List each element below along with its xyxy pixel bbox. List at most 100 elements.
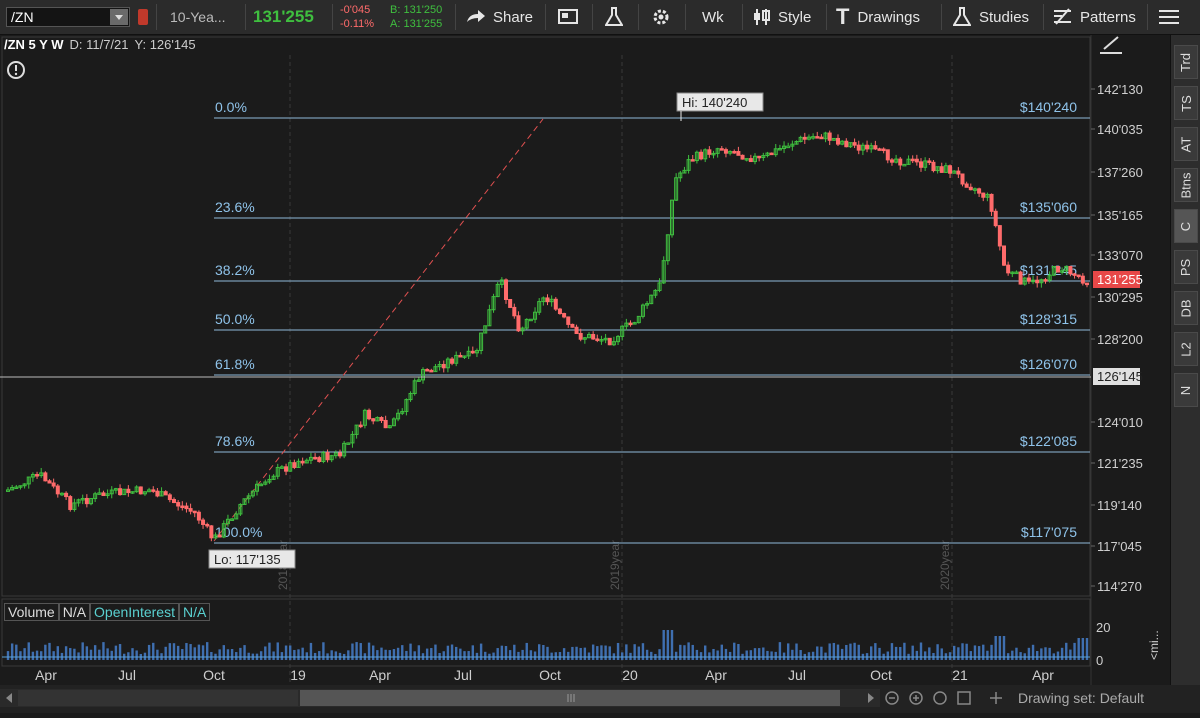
flask-button[interactable] [605,0,623,34]
volume-bar [276,642,279,660]
zoom-fit-icon[interactable] [933,691,947,705]
side-tab-label: Trd [1178,52,1194,72]
symbol-link-icon[interactable] [138,9,148,25]
price-chart[interactable]: 2018year2019year2020year 0.0%$140'24023.… [0,35,1170,685]
oi-label[interactable]: OpenInterest [90,603,179,621]
volume-bar [596,646,599,660]
scroll-left-icon[interactable] [6,693,12,703]
symbol-input[interactable]: /ZN [6,7,130,27]
candle-body [238,503,243,515]
patterns-icon [1054,8,1071,25]
zoom-in-icon[interactable] [909,691,923,705]
volume-bar [1081,638,1085,660]
side-tab-at[interactable]: AT [1174,127,1198,161]
zoom-out-icon[interactable] [885,691,899,705]
news-button[interactable] [558,0,580,34]
candle-body [914,158,919,163]
candle-body [670,199,674,236]
candle-body [744,158,749,161]
candle-body [26,476,31,485]
volume-bar [662,630,665,660]
candle-body [740,154,745,160]
candle-body [902,163,907,167]
candle-body [433,366,438,373]
side-tab-btns[interactable]: Btns [1174,168,1198,202]
price-tick: 137'260 [1097,165,1143,180]
side-tab-ts[interactable]: TS [1174,86,1198,120]
volume-bar [641,643,645,660]
chart-area[interactable]: 2018year2019year2020year 0.0%$140'24023.… [0,35,1170,685]
side-tab-c[interactable]: C [1174,209,1198,243]
volume-bar [280,652,284,660]
volume-bar [455,646,458,660]
crosshair-tool-icon[interactable] [1100,36,1122,54]
candle-body [470,350,475,354]
candle-body [889,159,894,163]
style-label: Style [778,8,812,26]
volume-bar [500,645,504,660]
alert-icon[interactable] [7,61,25,79]
volume-bar [853,642,856,660]
candle-body [113,488,118,491]
candle-body [437,363,442,368]
side-tab-label: L2 [1178,341,1194,357]
volume-label[interactable]: Volume [4,603,59,621]
drawing-set-label[interactable]: Drawing set: Default [1018,690,1145,706]
volume-bar [355,642,358,660]
side-tab-trd[interactable]: Trd [1174,45,1198,79]
volume-bar [799,650,802,660]
candle-body [1051,265,1056,276]
reset-zoom-icon[interactable] [957,691,971,705]
side-tab-ps[interactable]: PS [1174,250,1198,284]
candle-body [217,534,222,538]
scrollbar-thumb[interactable] [300,690,840,706]
patterns-button[interactable]: Patterns [1053,0,1136,34]
time-tick: Jul [454,667,472,683]
period-button[interactable]: Wk [702,0,724,34]
pan-icon[interactable] [990,692,1002,704]
fib-trend-line[interactable] [213,118,544,542]
share-button[interactable]: Share [465,0,533,34]
scroll-right-icon[interactable] [868,693,874,703]
volume-bar [894,646,898,660]
style-button[interactable]: Style [752,0,811,34]
candle-body [97,492,102,495]
side-tab-db[interactable]: DB [1174,291,1198,325]
candle-body [707,149,712,155]
volume-bar [757,648,761,660]
side-tab-label: TS [1178,94,1194,112]
volume-bar [562,648,566,660]
drawings-button[interactable]: T Drawings [836,0,920,34]
scrollbar-track[interactable] [18,690,298,706]
side-tab-n[interactable]: N [1174,373,1198,407]
candle-body [275,466,280,477]
candle-body [860,144,865,151]
volume-bar [504,646,508,660]
menu-button[interactable] [1158,0,1180,34]
time-tick: Apr [35,667,57,683]
volume-bar [64,646,68,660]
candle-body [371,418,376,422]
candle-body [570,323,575,328]
volume-bar [645,649,649,660]
share-icon [467,10,485,22]
studies-button[interactable]: Studies [953,0,1029,34]
volume-bar [998,636,1002,660]
candle-body [877,148,882,151]
chart-toolbar: /ZN 10-Yea... 131'255 -0'045 -0.11% B: 1… [0,0,1200,35]
candle-body [1064,265,1069,272]
side-tab-l2[interactable]: L2 [1174,332,1198,366]
candle-body [184,505,189,510]
candle-body [815,136,820,139]
candle-body [528,318,533,322]
candle-body [317,457,322,462]
candle-body [533,311,538,320]
candle-body [591,333,596,340]
settings-button[interactable] [651,0,671,34]
candle-body [960,173,965,185]
symbol-dropdown-icon[interactable] [110,9,128,25]
candle-body [616,335,621,343]
candle-body [188,508,193,512]
candle-body [703,149,708,160]
candle-body [686,159,691,171]
